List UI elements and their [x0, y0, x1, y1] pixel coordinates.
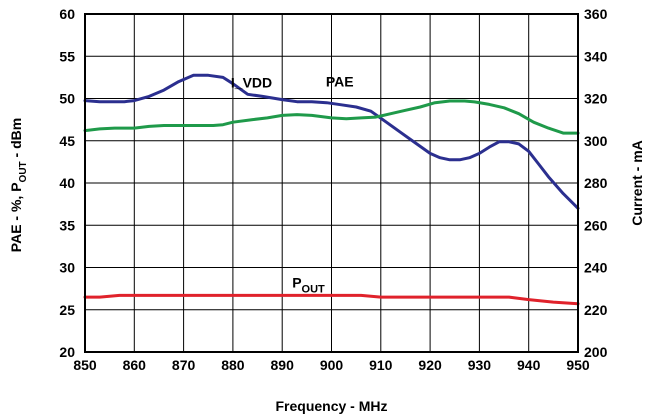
y-left-tick-30: 30: [59, 260, 75, 276]
label-p-out-subscript: OUT: [302, 283, 326, 295]
x-tick-940: 940: [517, 357, 541, 373]
x-tick-860: 860: [123, 357, 147, 373]
series-line-p-out: [83, 293, 580, 306]
series-line-pae: [83, 99, 580, 135]
y-left-tick-labels: 20 25 30 35 40 45 50 55 60: [59, 6, 75, 360]
y-right-axis-title: Current - mA: [629, 140, 645, 226]
y-right-tick-360: 360: [584, 6, 608, 22]
y-right-tick-340: 340: [584, 48, 608, 64]
x-tick-labels: 850 860 870 880 890 900 910 920 930 940 950: [73, 357, 590, 373]
x-tick-850: 850: [73, 357, 97, 373]
y-right-tick-260: 260: [584, 217, 608, 233]
x-tick-870: 870: [172, 357, 196, 373]
y-left-tick-25: 25: [59, 302, 75, 318]
y-left-title-subscript: OUT: [18, 161, 29, 182]
x-tick-910: 910: [369, 357, 393, 373]
y-right-tick-280: 280: [584, 175, 608, 191]
plot-frame: [84, 13, 579, 353]
y-left-tick-55: 55: [59, 48, 75, 64]
label-i-vdd: I_VDD: [231, 74, 272, 90]
y-left-title-part3: - dBm: [8, 118, 24, 162]
y-left-tick-20: 20: [59, 344, 75, 360]
y-right-tick-220: 220: [584, 302, 608, 318]
label-p-out-main: P: [292, 274, 301, 290]
y-left-tick-45: 45: [59, 133, 75, 149]
x-tick-890: 890: [271, 357, 295, 373]
x-tick-930: 930: [468, 357, 492, 373]
series-lines: [83, 73, 580, 306]
y-right-tick-300: 300: [584, 133, 608, 149]
y-right-tick-320: 320: [584, 91, 608, 107]
x-tick-880: 880: [221, 357, 245, 373]
y-left-tick-35: 35: [59, 217, 75, 233]
y-right-tick-200: 200: [584, 344, 608, 360]
label-p-out: POUT: [292, 274, 325, 295]
label-pae: PAE: [326, 74, 354, 90]
y-right-tick-labels: 200 220 240 260 280 300 320 340 360: [584, 6, 608, 360]
y-left-tick-60: 60: [59, 6, 75, 22]
x-tick-920: 920: [418, 357, 442, 373]
series-line-i-vdd: [83, 73, 580, 210]
y-left-tick-40: 40: [59, 175, 75, 191]
x-tick-900: 900: [320, 357, 344, 373]
y-left-tick-50: 50: [59, 91, 75, 107]
x-axis-title: Frequency - MHz: [275, 398, 387, 414]
x-tick-950: 950: [566, 357, 590, 373]
grid-lines: [84, 13, 579, 353]
y-left-title-part1: PAE - %, P: [8, 182, 24, 252]
y-right-tick-240: 240: [584, 260, 608, 276]
y-left-axis-title: PAE - %, POUT - dBm: [8, 118, 29, 252]
